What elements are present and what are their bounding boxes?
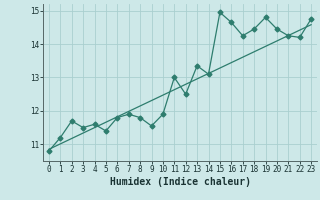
X-axis label: Humidex (Indice chaleur): Humidex (Indice chaleur) (109, 177, 251, 187)
